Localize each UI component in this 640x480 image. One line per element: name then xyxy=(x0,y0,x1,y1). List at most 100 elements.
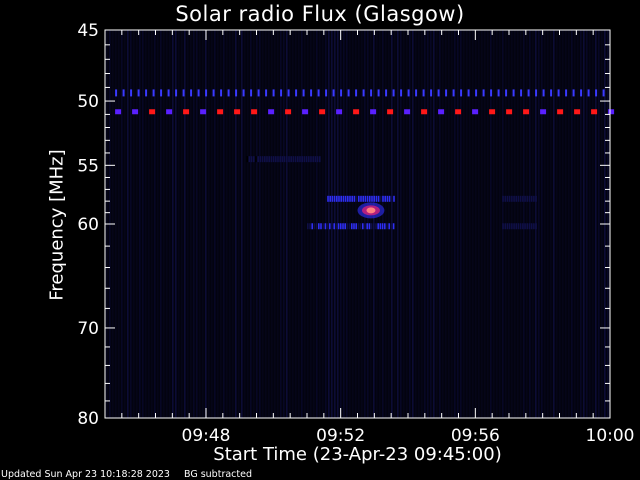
heatmap-column xyxy=(118,30,120,418)
interference-mark xyxy=(340,89,343,97)
updated-timestamp: Updated Sun Apr 23 10:18:28 2023 xyxy=(1,469,170,480)
heatmap-column xyxy=(124,30,126,418)
heatmap-column xyxy=(583,30,585,418)
heatmap-column xyxy=(490,30,492,418)
heatmap-column xyxy=(196,30,198,418)
emission-streak xyxy=(535,195,537,202)
heatmap-column xyxy=(580,30,582,418)
emission-streak xyxy=(308,156,310,163)
emission-streak xyxy=(393,195,395,202)
interference-mark xyxy=(175,89,178,97)
heatmap-column xyxy=(559,30,561,418)
emission-streak xyxy=(344,195,347,202)
emission-streak xyxy=(279,156,281,163)
interference-mark xyxy=(421,109,428,115)
heatmap-column xyxy=(463,30,465,418)
emission-streak xyxy=(364,223,366,230)
interference-mark xyxy=(319,109,326,115)
emission-streak xyxy=(353,223,355,230)
emission-streak xyxy=(253,156,255,163)
emission-streak xyxy=(324,223,327,230)
emission-streak xyxy=(506,195,509,202)
heatmap-column xyxy=(448,30,450,418)
heatmap-column xyxy=(499,30,501,418)
interference-mark xyxy=(268,109,275,115)
interference-mark xyxy=(591,109,598,115)
interference-mark xyxy=(404,109,411,115)
interference-mark xyxy=(197,89,200,97)
heatmap-column xyxy=(547,30,549,418)
emission-streak xyxy=(513,195,515,202)
heatmap-column xyxy=(586,30,588,418)
interference-mark xyxy=(205,89,208,97)
heatmap-column xyxy=(193,30,195,418)
emission-streak xyxy=(346,223,349,230)
heatmap-column xyxy=(130,30,132,418)
heatmap-column xyxy=(562,30,564,418)
heatmap-column xyxy=(223,30,225,418)
emission-streak xyxy=(375,223,377,230)
heatmap-column xyxy=(424,30,426,418)
heatmap-column xyxy=(574,30,576,418)
interference-mark xyxy=(407,89,410,97)
emission-streak xyxy=(504,195,507,202)
heatmap-column xyxy=(178,30,180,418)
emission-streak xyxy=(530,195,533,202)
emission-streak xyxy=(266,156,268,163)
interference-mark xyxy=(332,89,335,97)
heatmap-column xyxy=(475,30,477,418)
interference-mark xyxy=(574,109,581,115)
emission-streak xyxy=(347,195,349,202)
heatmap-column xyxy=(433,30,435,418)
interference-mark xyxy=(160,89,163,97)
interference-mark xyxy=(220,89,223,97)
interference-mark xyxy=(535,89,538,97)
heatmap-column xyxy=(403,30,405,418)
emission-streak xyxy=(508,223,511,230)
interference-mark xyxy=(445,89,448,97)
interference-mark xyxy=(310,89,313,97)
interference-mark xyxy=(149,109,156,115)
emission-streak xyxy=(314,156,317,163)
heatmap-column xyxy=(280,30,282,418)
heatmap-column xyxy=(286,30,288,418)
heatmap-column xyxy=(268,30,270,418)
y-tick-label: 70 xyxy=(77,319,99,339)
interference-mark xyxy=(355,89,358,97)
emission-streak xyxy=(388,223,390,230)
heatmap-column xyxy=(592,30,594,418)
heatmap-column xyxy=(172,30,174,418)
emission-streak xyxy=(371,195,373,202)
heatmap-column xyxy=(544,30,546,418)
heatmap-column xyxy=(430,30,432,418)
heatmap-column xyxy=(238,30,240,418)
heatmap-column xyxy=(598,30,600,418)
heatmap-column xyxy=(244,30,246,418)
interference-mark xyxy=(336,109,343,115)
emission-streak xyxy=(286,156,288,163)
emission-streak xyxy=(342,223,344,230)
emission-streak xyxy=(349,195,351,202)
heatmap-column xyxy=(214,30,216,418)
heatmap-column xyxy=(283,30,285,418)
emission-streak xyxy=(370,223,373,230)
emission-streak xyxy=(362,195,364,202)
heatmap-column xyxy=(352,30,354,418)
emission-streak xyxy=(270,156,273,163)
heatmap-column xyxy=(142,30,144,418)
emission-streak xyxy=(313,223,316,230)
interference-mark xyxy=(565,89,568,97)
emission-streak xyxy=(517,195,520,202)
heatmap-column xyxy=(418,30,420,418)
heatmap-column xyxy=(139,30,141,418)
heatmap-column xyxy=(406,30,408,418)
heatmap-column xyxy=(157,30,159,418)
interference-mark xyxy=(587,89,590,97)
emission-streak xyxy=(281,156,284,163)
heatmap-column xyxy=(556,30,558,418)
heatmap-column xyxy=(121,30,123,418)
interference-mark xyxy=(115,109,122,115)
heatmap-column xyxy=(478,30,480,418)
interference-mark xyxy=(542,89,545,97)
heatmap-column xyxy=(439,30,441,418)
